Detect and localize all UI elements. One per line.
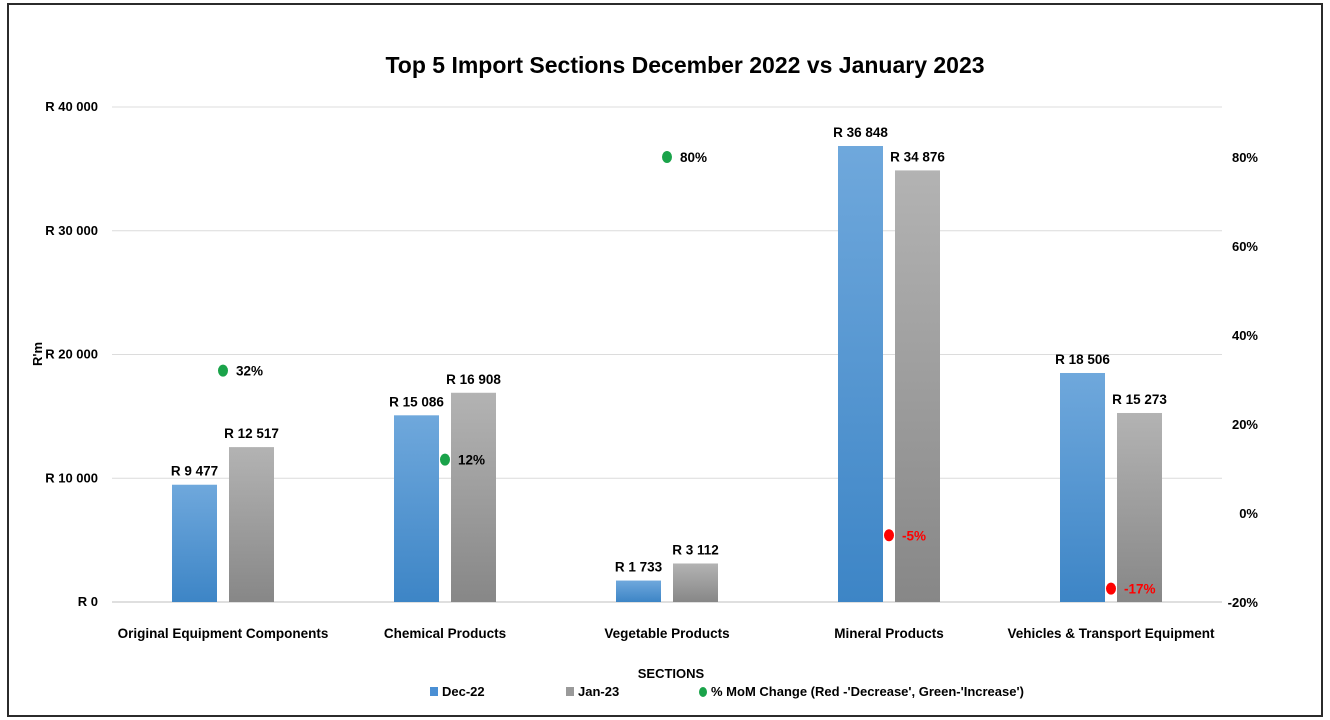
- bar-label-dec-22: R 36 848: [833, 125, 888, 140]
- mom-change-point: [662, 151, 672, 163]
- bar-dec-22: [616, 580, 661, 602]
- y-tick-label: R 10 000: [45, 470, 98, 485]
- bar-dec-22: [394, 415, 439, 602]
- y-axis-right: -20% 0% 20% 40% 60% 80%: [1228, 150, 1259, 610]
- legend-swatch-dec-22: [430, 687, 438, 696]
- bar-label-jan-23: R 3 112: [672, 542, 719, 557]
- mom-change-label: -5%: [902, 528, 926, 543]
- chart-title: Top 5 Import Sections December 2022 vs J…: [385, 52, 984, 78]
- bar-dec-22: [1060, 372, 1105, 602]
- mom-change-points: 32% 12% 80% -5% -17%: [218, 150, 1156, 597]
- mom-change-point: [218, 364, 228, 377]
- mom-change-point: [1106, 582, 1116, 595]
- y-axis-title: R'm: [30, 342, 45, 366]
- y2-tick-label: 80%: [1232, 150, 1258, 165]
- bar-label-jan-23: R 34 876: [890, 149, 945, 164]
- bars: [172, 146, 1162, 603]
- y-tick-label: R 0: [78, 594, 98, 609]
- bar-jan-23: [229, 447, 274, 602]
- legend-label-mom-change: % MoM Change (Red -'Decrease', Green-'In…: [711, 684, 1024, 699]
- bar-dec-22: [172, 484, 217, 602]
- x-category-label: Vegetable Products: [604, 626, 729, 641]
- bar-label-jan-23: R 15 273: [1112, 392, 1167, 407]
- y2-tick-label: 0%: [1239, 506, 1258, 521]
- y-tick-label: R 30 000: [45, 223, 98, 238]
- y-tick-label: R 40 000: [45, 99, 98, 114]
- bar-jan-23: [451, 392, 496, 602]
- x-category-label: Original Equipment Components: [118, 626, 329, 641]
- x-category-label: Mineral Products: [834, 626, 944, 641]
- y2-tick-label: -20%: [1228, 595, 1259, 610]
- y2-tick-label: 40%: [1232, 328, 1258, 343]
- bar-label-dec-22: R 18 506: [1055, 352, 1110, 367]
- x-axis-title: SECTIONS: [638, 666, 705, 681]
- x-axis-categories: Original Equipment Components Chemical Pr…: [118, 626, 1215, 641]
- bar-label-jan-23: R 12 517: [224, 426, 279, 441]
- mom-change-label: 80%: [680, 150, 707, 165]
- bar-dec-22: [838, 146, 883, 603]
- bar-label-dec-22: R 15 086: [389, 394, 444, 409]
- bar-label-dec-22: R 9 477: [171, 464, 218, 479]
- x-category-label: Vehicles & Transport Equipment: [1007, 626, 1215, 641]
- y-tick-label: R 20 000: [45, 347, 98, 362]
- bar-jan-23: [895, 170, 940, 603]
- y-axis-left: R 0 R 10 000 R 20 000 R 30 000 R 40 000: [45, 99, 98, 609]
- legend-label-jan-23: Jan-23: [578, 684, 619, 699]
- bar-label-dec-22: R 1 733: [615, 560, 663, 575]
- y2-tick-label: 20%: [1232, 417, 1258, 432]
- bar-jan-23: [1117, 412, 1162, 602]
- legend-label-dec-22: Dec-22: [442, 684, 485, 699]
- bar-label-jan-23: R 16 908: [446, 372, 501, 387]
- x-category-label: Chemical Products: [384, 626, 506, 641]
- legend: Dec-22 Jan-23 % MoM Change (Red -'Decrease…: [430, 684, 1024, 699]
- mom-change-point: [884, 529, 894, 542]
- mom-change-label: -17%: [1124, 582, 1156, 597]
- mom-change-label: 12%: [458, 453, 485, 468]
- y2-tick-label: 60%: [1232, 239, 1258, 254]
- bar-jan-23: [673, 563, 718, 602]
- legend-swatch-jan-23: [566, 687, 574, 696]
- gridlines: [112, 106, 1222, 603]
- legend-swatch-mom-change: [699, 687, 707, 697]
- mom-change-label: 32%: [236, 364, 263, 379]
- mom-change-point: [440, 453, 450, 466]
